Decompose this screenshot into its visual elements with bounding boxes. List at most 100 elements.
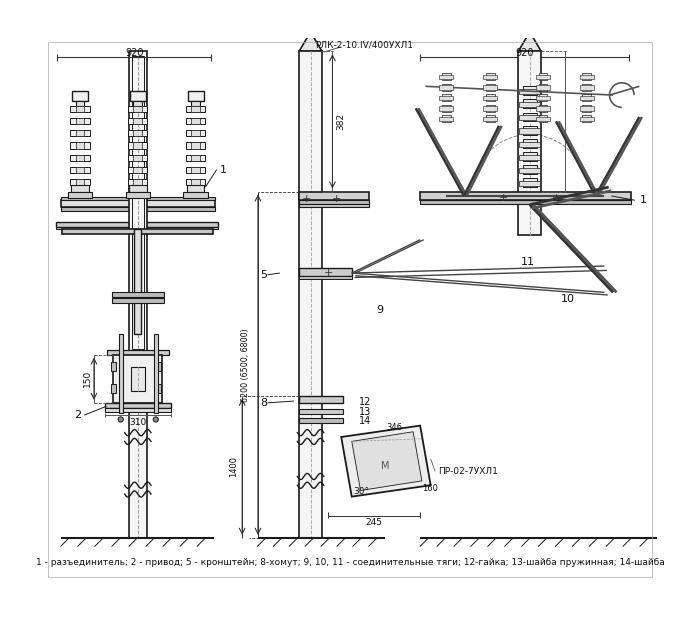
Bar xyxy=(128,106,148,112)
Bar xyxy=(523,112,537,121)
Bar xyxy=(128,154,148,161)
Text: 382: 382 xyxy=(337,113,346,130)
Bar xyxy=(76,167,84,173)
Bar xyxy=(153,334,158,413)
Bar xyxy=(128,142,148,148)
Bar xyxy=(134,154,142,161)
Bar xyxy=(538,104,547,112)
Bar xyxy=(519,168,540,173)
Bar xyxy=(191,179,200,185)
Bar xyxy=(580,85,594,90)
Bar xyxy=(440,75,454,79)
Bar xyxy=(70,179,90,185)
Circle shape xyxy=(153,417,158,422)
Bar xyxy=(186,118,205,124)
Bar xyxy=(70,118,90,124)
Bar xyxy=(299,418,343,423)
Bar xyxy=(538,73,547,80)
Text: +: + xyxy=(302,195,311,205)
Bar xyxy=(71,185,89,192)
Bar xyxy=(76,142,84,148)
Text: 12: 12 xyxy=(359,397,371,407)
Text: +: + xyxy=(332,195,342,205)
Bar xyxy=(299,396,343,403)
Bar xyxy=(523,152,537,161)
Bar xyxy=(580,75,594,79)
Bar xyxy=(191,101,200,106)
Bar xyxy=(518,51,541,235)
Text: 920: 920 xyxy=(515,48,533,58)
Bar xyxy=(442,104,451,112)
Bar xyxy=(56,227,218,229)
Bar xyxy=(76,154,84,161)
Text: +: + xyxy=(552,193,561,203)
Bar xyxy=(536,106,550,111)
Bar xyxy=(186,106,205,112)
Text: 8: 8 xyxy=(260,398,267,408)
Bar xyxy=(486,73,495,80)
Bar xyxy=(440,117,454,121)
Bar xyxy=(130,91,146,101)
Bar xyxy=(536,96,550,100)
Circle shape xyxy=(118,417,123,422)
Text: 1: 1 xyxy=(639,195,646,205)
Bar xyxy=(131,367,145,391)
Text: +: + xyxy=(323,268,332,278)
Bar xyxy=(186,167,205,173)
Bar xyxy=(188,91,204,101)
Bar xyxy=(191,167,200,173)
Bar xyxy=(118,334,123,413)
Bar xyxy=(538,94,547,101)
Bar xyxy=(486,115,495,122)
Bar xyxy=(582,115,591,122)
Bar xyxy=(111,384,116,393)
Bar xyxy=(582,94,591,101)
Bar xyxy=(61,207,215,211)
Bar xyxy=(440,96,454,100)
Bar xyxy=(56,222,218,227)
Bar xyxy=(523,179,537,187)
Text: 5: 5 xyxy=(260,270,267,280)
Bar xyxy=(519,154,540,160)
Bar xyxy=(186,154,205,161)
Bar xyxy=(538,83,547,91)
Bar xyxy=(299,192,370,200)
Bar xyxy=(580,96,594,100)
Bar xyxy=(519,129,540,133)
Bar xyxy=(186,142,205,148)
Bar xyxy=(582,83,591,91)
Bar xyxy=(76,101,84,106)
Bar xyxy=(187,185,204,192)
Bar xyxy=(134,118,142,124)
Bar xyxy=(420,192,631,200)
Bar xyxy=(156,363,162,371)
Bar xyxy=(299,276,352,279)
Bar xyxy=(191,106,200,112)
Text: +: + xyxy=(498,193,508,203)
Bar xyxy=(486,104,495,112)
Bar xyxy=(580,106,594,111)
Bar xyxy=(538,115,547,122)
Bar xyxy=(519,102,540,108)
Bar xyxy=(523,125,537,135)
Bar xyxy=(486,83,495,91)
Bar xyxy=(128,118,148,124)
Bar xyxy=(104,408,171,412)
Text: 150: 150 xyxy=(83,370,92,387)
Polygon shape xyxy=(352,432,422,491)
Text: 160: 160 xyxy=(422,485,438,493)
Text: 1 - разъединитель; 2 - привод; 5 - кронштейн; 8-хомут; 9, 10, 11 - соединительны: 1 - разъединитель; 2 - привод; 5 - кронш… xyxy=(36,558,664,567)
Bar xyxy=(191,130,200,137)
Text: 1: 1 xyxy=(220,164,228,175)
Bar xyxy=(523,99,537,108)
Bar xyxy=(111,292,164,297)
Bar xyxy=(519,89,540,94)
Bar xyxy=(420,200,631,204)
Bar xyxy=(76,179,84,185)
Bar xyxy=(483,117,497,121)
Bar xyxy=(519,115,540,121)
Bar xyxy=(483,85,497,90)
Bar xyxy=(536,85,550,90)
Bar xyxy=(299,268,352,276)
Bar xyxy=(580,117,594,121)
